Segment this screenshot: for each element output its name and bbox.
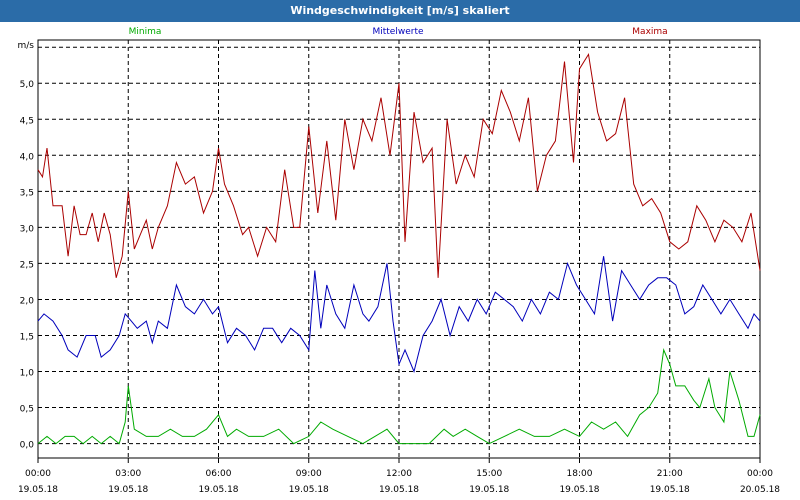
legend-mittelwerte: Mittelwerte [372,27,423,37]
x-tick-date: 20.05.18 [740,485,780,495]
y-tick-label: 3,5 [20,188,34,198]
x-tick-time: 00:00 [25,469,51,479]
x-tick-date: 19.05.18 [469,485,509,495]
x-tick-time: 21:00 [657,469,683,479]
y-tick-label: 0,0 [20,441,35,451]
y-tick-label: 1,0 [20,369,35,379]
y-tick-label: 3,0 [20,224,35,234]
window-title: Windgeschwindigkeit [m/s] skaliert [0,0,800,22]
series-line-minima [37,348,761,445]
x-tick-time: 12:00 [386,469,412,479]
y-tick-label: 1,5 [20,332,34,342]
x-tick-time: 06:00 [206,469,232,479]
y-tick-label: 4,0 [20,152,35,162]
x-tick-time: 15:00 [476,469,502,479]
y-tick-label: 2,0 [20,296,35,306]
x-tick-date: 19.05.18 [108,485,148,495]
x-tick-date: 19.05.18 [18,485,58,495]
x-tick-time: 00:00 [747,469,773,479]
series-line-mittelwerte [37,256,761,374]
x-tick-time: 09:00 [296,469,322,479]
x-tick-date: 19.05.18 [289,485,329,495]
legend-maxima: Maxima [632,27,667,37]
y-tick-label: 2,5 [20,260,34,270]
y-axis-label: m/s [18,41,35,51]
y-tick-label: 4,5 [20,116,34,126]
series-line-maxima [37,52,761,278]
x-tick-date: 19.05.18 [198,485,238,495]
x-tick-time: 18:00 [567,469,593,479]
legend-minima: Minima [129,27,162,37]
y-tick-label: 5,0 [20,80,35,90]
x-tick-date: 19.05.18 [650,485,690,495]
x-tick-date: 19.05.18 [379,485,419,495]
x-tick-date: 19.05.18 [559,485,599,495]
plot-frame [37,39,761,459]
y-tick-label: 0,5 [20,405,34,415]
x-tick-time: 03:00 [115,469,141,479]
